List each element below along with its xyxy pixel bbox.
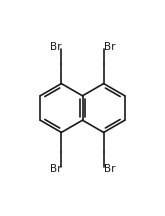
Text: Br: Br: [50, 42, 61, 52]
Text: Br: Br: [50, 164, 61, 174]
Text: Br: Br: [104, 164, 115, 174]
Text: Br: Br: [104, 42, 115, 52]
